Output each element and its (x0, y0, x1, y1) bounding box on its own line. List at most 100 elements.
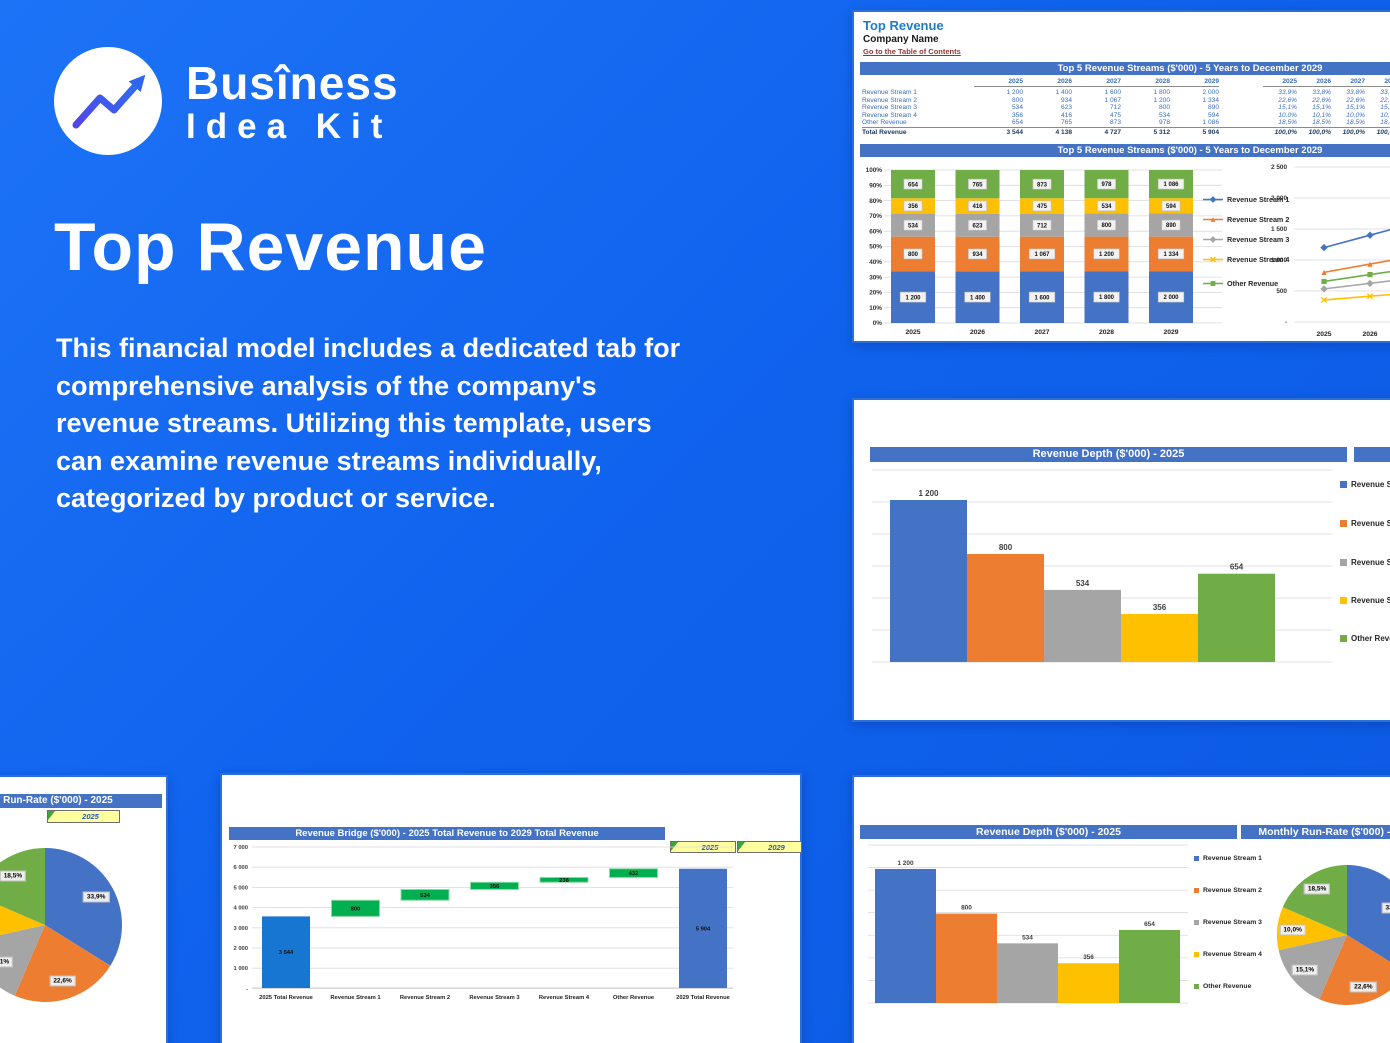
pie-slice (0, 848, 45, 925)
table-cell: 18,5% (1346, 119, 1365, 127)
line-series (1323, 228, 1390, 249)
chart-text: 800 (908, 252, 919, 258)
legend-item: Other Revenue (1203, 279, 1278, 288)
year-header: 2026 (1023, 78, 1072, 88)
table-cell: 22,6% (1380, 96, 1390, 104)
pie-data-label: 18,5% (1303, 883, 1331, 895)
chart-text: 2029 Total Revenue (676, 995, 730, 1001)
chart-text: 2 000 (1271, 195, 1287, 202)
table-of-contents-link[interactable]: Go to the Table of Contents (863, 47, 961, 56)
pie-slice (0, 925, 45, 996)
pie-data-label: 33,9% (1381, 902, 1390, 914)
legend-swatch (1340, 520, 1347, 527)
chart-text: 765 (972, 182, 983, 188)
chart-text: 356 (908, 204, 919, 210)
table-cell: 10,1% (1380, 111, 1390, 119)
section-header-revenue-streams: Top 5 Revenue Streams ($'000) - 5 Years … (860, 62, 1390, 75)
table-cell: 100,0% (1331, 127, 1365, 136)
pie-data-label: 15,1% (0, 956, 14, 968)
chart-text: 1 000 (1271, 257, 1287, 264)
bar (967, 554, 1044, 662)
row-label: Revenue Stream 3 (862, 104, 917, 112)
table-cell: 1 200 (1153, 96, 1170, 104)
year-header: 2028 (1121, 78, 1170, 88)
table-cell: 15,1% (1346, 104, 1365, 112)
chart-text: 534 (1022, 934, 1033, 941)
to-year-dropdown[interactable]: 2029 (737, 841, 802, 853)
chart-text: 800 (961, 905, 972, 912)
table-cell: 978 (1158, 119, 1170, 127)
table-cell: 800 (1011, 96, 1023, 104)
chart-text: 1 067 (1034, 252, 1050, 258)
chart-text: 2025 (1316, 331, 1331, 338)
legend-item: Revenue Stream 2 (1194, 887, 1262, 894)
chart-text: 2 000 (233, 946, 248, 952)
revenue-bridge-waterfall-chart: 7 000 6 000 5 000 4 000 3 000 2 000 1 000 - 3 54… (233, 845, 733, 1001)
chart-text: 594 (1166, 204, 1177, 210)
chart-text: 356 (490, 884, 500, 890)
pie-data-label: 18,5% (0, 870, 27, 882)
year-dropdown[interactable]: 2025 (47, 810, 120, 823)
chart-header-revenue-depth: Revenue Depth ($'000) - 2025 (870, 447, 1347, 462)
table-cell: 22,6% (1346, 96, 1365, 104)
legend-label: Revenue Stream 3 (1351, 558, 1390, 567)
pie-slice (0, 905, 45, 935)
chart-text: 432 (629, 871, 639, 877)
waterfall-bar (609, 868, 658, 878)
chart-text: 534 (1101, 204, 1112, 210)
panel-revenue-bridge: Revenue Bridge ($'000) - 2025 Total Reve… (220, 773, 802, 1043)
chart-text: Revenue Stream 1 (330, 995, 381, 1001)
page-description: This financial model includes a dedicate… (56, 333, 681, 513)
legend-item: Revenue Stream 3 (1194, 919, 1262, 926)
chart-text: 1 000 (233, 966, 248, 972)
waterfall-bar (470, 881, 519, 890)
chart-text: 30% (869, 274, 882, 281)
chart-text: 873 (1037, 182, 1048, 188)
chart-text: 1 400 (970, 295, 986, 301)
table-cell (1219, 119, 1263, 126)
pie-data-label: 22,6% (1350, 981, 1377, 993)
revenue-depth-bar-chart: 1 200 800 534 356 654 (868, 844, 1188, 1004)
pie-slice (1277, 907, 1347, 951)
pie-slice (1282, 865, 1347, 935)
chart-header-label: Revenue Bridge ($'000) - 2025 Total Reve… (295, 828, 599, 839)
chart-text: 1 200 (897, 860, 914, 867)
revenue-streams-table: 202520262027202820292025202620272028Reve… (862, 78, 1390, 137)
chart-text: 1 086 (1163, 182, 1179, 188)
table-cell: 1 400 (1055, 89, 1072, 97)
legend-item: Revenue Stream 2 (1203, 215, 1289, 224)
brand-line2: Idea Kit (186, 107, 393, 146)
chart-text: Revenue Stream 4 (539, 995, 590, 1001)
legend-label: Revenue Stream 2 (1203, 887, 1262, 894)
chart-text: - (246, 986, 248, 992)
chart-text: 475 (1037, 204, 1048, 210)
table-cell: 1 067 (1104, 96, 1121, 104)
chart-text: 1 800 (1099, 295, 1115, 301)
row-label: Revenue Stream 1 (862, 89, 917, 97)
table-cell: 654 (1011, 119, 1023, 127)
year-header: 2027 (1072, 78, 1121, 88)
line-series (1323, 280, 1390, 290)
table-cell: 1 600 (1104, 89, 1121, 97)
chart-header-label: Monthly Run-Rate ($'000) - 2025 (0, 795, 113, 806)
legend-item: Revenue Stream 1 (1194, 855, 1262, 862)
chart-text: 5 000 (233, 885, 248, 891)
chart-text: 712 (1037, 223, 1048, 229)
chart-text: 654 (1230, 563, 1244, 572)
chart-text: 1 200 (918, 489, 939, 498)
panel-depth-and-run-rate: Revenue Depth ($'000) - 2025 Monthly Run… (852, 775, 1390, 1043)
bar (1044, 589, 1121, 662)
chart-text: 800 (999, 543, 1013, 552)
chart-text: 356 (1083, 954, 1094, 961)
chart-text: 890 (1166, 223, 1177, 229)
year-header: 2029 (1170, 78, 1219, 88)
chart-text: 4 000 (233, 906, 248, 912)
chart-text: 2028 (1099, 329, 1114, 336)
year-header: 2028 (1365, 78, 1390, 88)
line-series (1323, 293, 1390, 301)
legend-label: Revenue Stream 3 (1203, 919, 1262, 926)
legend-swatch (1340, 597, 1347, 604)
pie-data-label: 15,1% (1291, 964, 1319, 976)
